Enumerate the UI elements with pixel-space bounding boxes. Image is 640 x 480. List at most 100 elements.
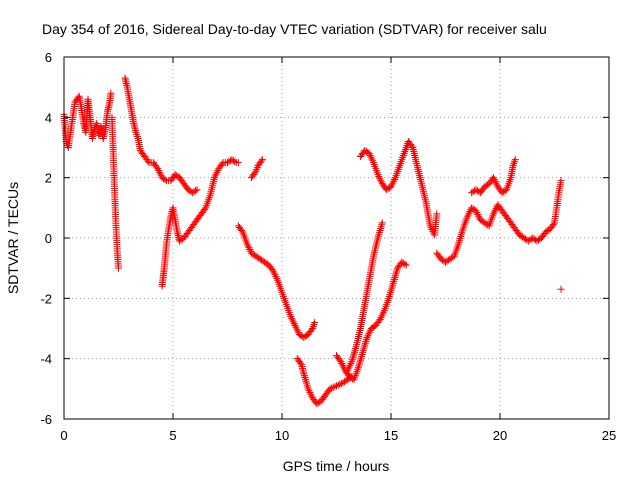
data-point	[387, 183, 395, 191]
data-point	[465, 209, 473, 217]
y-tick-label: 2	[45, 171, 52, 186]
data-points	[60, 74, 565, 408]
data-point	[350, 348, 358, 356]
data-point	[307, 326, 315, 334]
data-point	[456, 236, 464, 244]
data-point	[258, 156, 266, 164]
data-point	[347, 359, 355, 367]
data-point	[375, 172, 383, 180]
data-point	[511, 156, 519, 164]
data-point	[369, 157, 377, 165]
data-point	[390, 275, 398, 283]
data-point	[389, 179, 397, 187]
data-point	[457, 232, 465, 240]
data-point	[491, 206, 499, 214]
data-point	[428, 226, 436, 234]
data-point	[356, 356, 364, 364]
data-point	[213, 168, 221, 176]
data-point	[304, 385, 312, 393]
data-point	[352, 344, 360, 352]
x-tick-label: 25	[602, 428, 616, 443]
data-point	[376, 228, 384, 236]
data-point	[350, 350, 358, 358]
data-point	[358, 351, 366, 359]
data-point	[474, 210, 482, 218]
data-point	[376, 226, 384, 234]
x-tick-label: 20	[493, 428, 507, 443]
data-point	[388, 285, 396, 293]
data-point	[238, 226, 246, 234]
data-point	[375, 230, 383, 238]
data-point	[361, 341, 369, 349]
data-point	[378, 219, 386, 227]
x-tick-label: 0	[60, 428, 67, 443]
data-point	[388, 283, 396, 291]
y-axis-label: SDTVAR / TECUs	[5, 182, 21, 294]
data-point	[426, 222, 434, 230]
data-point	[303, 379, 311, 387]
data-point	[306, 388, 314, 396]
data-point	[490, 175, 498, 183]
axis-ticks: 0 5 10 15 20 25 -6 -4 -2 0 2 4 6	[40, 50, 616, 443]
data-point	[390, 175, 398, 183]
data-point	[376, 174, 384, 182]
data-point	[387, 287, 395, 295]
data-point	[359, 349, 367, 357]
data-point	[472, 207, 480, 215]
data-point	[292, 323, 300, 331]
data-point	[367, 153, 375, 161]
data-point	[475, 212, 483, 220]
data-point	[401, 260, 409, 268]
data-point	[271, 271, 279, 279]
data-point	[326, 385, 334, 393]
data-point	[243, 240, 251, 248]
grid	[64, 57, 609, 419]
data-point	[549, 220, 557, 228]
data-point	[380, 308, 388, 316]
data-point	[155, 166, 163, 174]
data-point	[246, 245, 254, 253]
data-point	[337, 380, 345, 388]
data-point	[291, 321, 299, 329]
data-point	[386, 291, 394, 299]
data-point	[337, 358, 345, 366]
data-point	[390, 277, 398, 285]
data-point	[339, 361, 347, 369]
data-point	[376, 315, 384, 323]
data-point	[489, 210, 497, 218]
data-point	[293, 325, 301, 333]
data-point	[244, 242, 252, 250]
data-point	[379, 310, 387, 318]
data-point	[154, 165, 162, 173]
data-point	[402, 261, 410, 269]
data-point	[329, 383, 337, 391]
data-point	[192, 187, 200, 195]
x-tick-label: 5	[169, 428, 176, 443]
data-point	[366, 151, 374, 159]
data-point	[231, 158, 239, 166]
data-point	[363, 334, 371, 342]
data-point	[201, 205, 209, 213]
data-point	[433, 210, 441, 218]
data-point	[366, 328, 374, 336]
data-point	[297, 359, 305, 367]
data-point	[427, 224, 435, 232]
data-point	[473, 209, 481, 217]
data-point	[234, 159, 242, 167]
data-point	[251, 169, 259, 177]
data-point	[107, 89, 115, 97]
y-tick-label: -6	[40, 412, 52, 427]
data-point	[377, 176, 385, 184]
data-point	[557, 285, 565, 293]
data-point	[212, 170, 220, 178]
data-point	[289, 318, 297, 326]
data-point	[300, 370, 308, 378]
data-point	[155, 168, 163, 176]
data-point	[144, 157, 152, 165]
data-point	[361, 339, 369, 347]
data-point	[408, 142, 416, 150]
data-point	[343, 367, 351, 375]
data-point	[287, 312, 295, 320]
data-point	[374, 232, 382, 240]
